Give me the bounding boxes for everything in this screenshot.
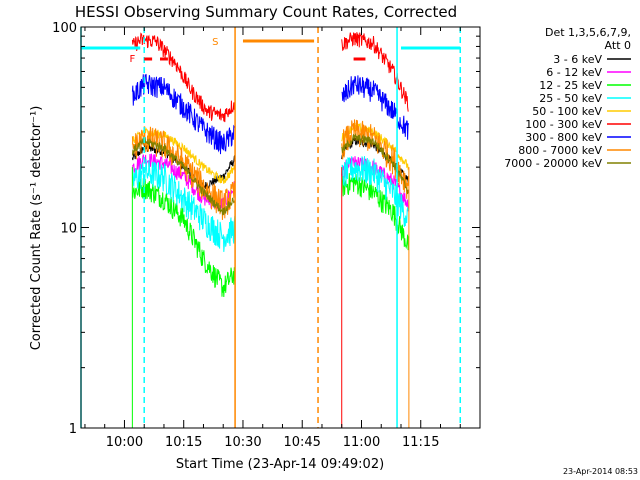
y-tick-label: 100 [52,21,77,36]
x-tick-label: 11:15 [402,435,439,450]
orange-flag-label: S [212,37,218,48]
chart-title: HESSI Observing Summary Count Rates, Cor… [75,3,457,21]
y-axis-label: Corrected Count Rate (s⁻¹ detector⁻¹) [29,106,44,351]
series-9-segment-1 [131,137,236,216]
legend-label: 50 - 100 keV [532,105,602,118]
x-axis-label: Start Time (23-Apr-14 09:49:02) [176,457,384,472]
series-3-segment-1 [131,178,236,298]
x-tick-label: 10:30 [224,435,261,450]
legend-label: 12 - 25 keV [539,79,602,92]
x-tick-label: 11:00 [343,435,380,450]
legend-label: 3 - 6 keV [553,53,602,66]
x-tick-label: 10:00 [106,435,143,450]
y-tick-label: 1 [69,422,77,437]
red-flag-label: F [129,54,135,65]
series-6-segment-1 [131,32,236,123]
legend-label: 25 - 50 keV [539,92,602,105]
y-tick-label: 10 [60,222,77,237]
legend-header-line-1: Det 1,3,5,6,7,9, [545,26,631,39]
series-7-segment-1 [131,73,236,155]
legend-label: 800 - 7000 keV [518,144,602,157]
legend-label: 7000 - 20000 keV [504,157,602,170]
legend-label: 300 - 800 keV [525,131,602,144]
legend-header-line-2: Att 0 [605,39,631,52]
tick-layer: 10:00 10:15 10:30 10:45 11:00 11:15 1 10 100 [52,21,481,450]
legend-label: 6 - 12 keV [546,66,602,79]
plot-timestamp: 23-Apr-2014 08:53 [563,467,638,476]
series-4-segment-1 [131,159,236,252]
x-tick-label: 10:45 [283,435,320,450]
x-tick-label: 10:15 [165,435,202,450]
legend-label: 100 - 300 keV [525,118,602,131]
